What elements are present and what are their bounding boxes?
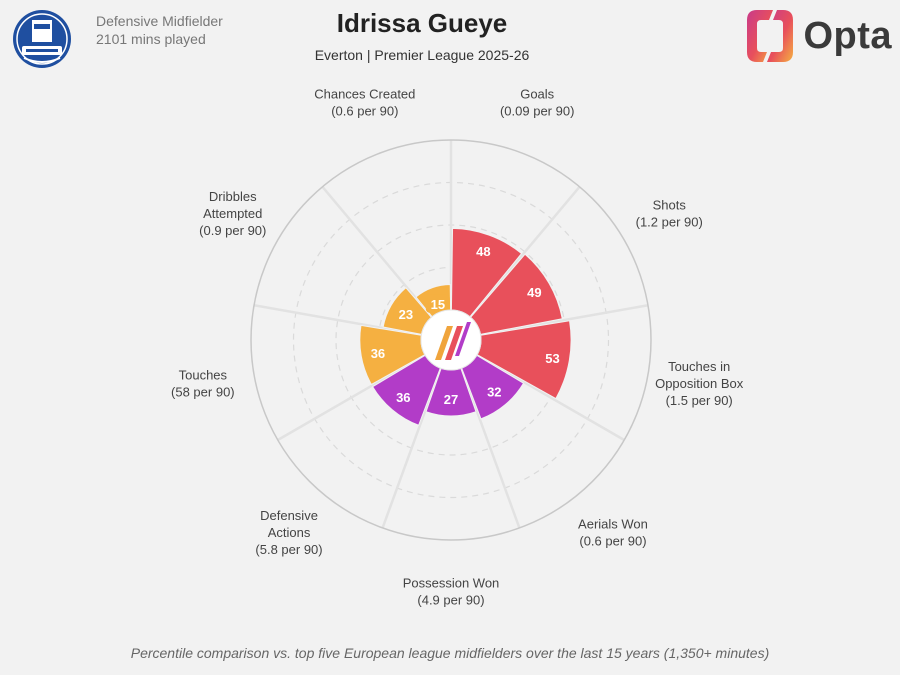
value-badge [482,382,507,401]
value-label: 27 [444,392,458,407]
value-badge [522,282,547,301]
category-rate: (5.8 per 90) [255,542,322,557]
category-name: Shots [653,198,687,213]
category-name: Goals [520,87,554,102]
grid-spoke [381,367,442,529]
category-name: Attempted [203,206,262,221]
opta-logo-icon [747,10,794,62]
category-rate: (1.5 per 90) [666,393,733,408]
category-name: Defensive [260,508,318,523]
value-badge [393,304,418,323]
category-name: Dribbles [209,189,257,204]
value-label: 53 [545,351,559,366]
category-label: Chances Created (0.6 per 90) [314,87,415,119]
category-rate: (4.9 per 90) [417,593,484,608]
chart-grid [250,139,652,541]
value-label: 23 [399,307,413,322]
category-rate: (0.6 per 90) [579,534,646,549]
chart-wedges [359,227,572,426]
value-label: 36 [371,346,385,361]
grid-spoke [476,353,625,442]
outer-ring [250,139,652,541]
chart-title: Idrissa Gueye [336,8,508,38]
center-logo [420,309,482,371]
category-label: Defensive Actions (5.8 per 90) [255,508,322,557]
everton-crest-icon [12,8,72,70]
opta-wordmark: Opta [803,14,892,57]
value-badge [471,242,496,261]
category-rate: (0.6 per 90) [331,104,398,119]
category-name: Touches [179,367,228,382]
chart-value-labels: 48 49 53 32 27 36 36 23 15 [365,242,565,408]
category-rate: (58 per 90) [171,384,235,399]
category-label: Possession Won (4.9 per 90) [403,576,500,608]
category-name: Possession Won [403,576,500,591]
chart-subtitle: Everton | Premier League 2025-26 [314,47,530,63]
category-name: Actions [268,525,311,540]
category-rate: (1.2 per 90) [636,215,703,230]
value-label: 48 [476,244,490,259]
grid-spoke [460,367,521,529]
value-badge [365,343,390,362]
grid-spoke [253,304,422,337]
grid-spoke [321,185,433,318]
value-label: 15 [431,297,445,312]
category-label: Touches in Opposition Box (1.5 per 90) [655,359,744,408]
category-name: Opposition Box [655,376,744,391]
category-label: Shots (1.2 per 90) [636,198,703,230]
grid-spoke [469,185,581,318]
value-badge [391,387,416,406]
opta-logo: Opta [743,6,892,66]
value-label: 32 [487,385,501,400]
value-label: 49 [527,285,541,300]
footnote: Percentile comparison vs. top five Europ… [130,645,770,661]
value-badge [540,348,565,367]
category-label: Touches (58 per 90) [171,367,235,399]
category-rate: (0.9 per 90) [199,223,266,238]
minutes-played: 2101 mins played [96,31,206,47]
category-label: Aerials Won (0.6 per 90) [578,517,648,549]
chart-category-labels: Goals (0.09 per 90) Shots (1.2 per 90) Touch… [171,87,744,608]
category-name: Aerials Won [578,517,648,532]
category-label: Dribbles Attempted (0.9 per 90) [199,189,266,238]
category-name: Chances Created [314,87,415,102]
value-label: 36 [396,390,410,405]
player-position: Defensive Midfielder [96,13,223,29]
category-label: Goals (0.09 per 90) [500,87,574,119]
grid-spoke [480,304,649,337]
category-rate: (0.09 per 90) [500,104,574,119]
category-name: Touches in [668,359,730,374]
grid-spoke [277,353,426,442]
value-badge [439,389,463,408]
value-badge [425,294,450,313]
